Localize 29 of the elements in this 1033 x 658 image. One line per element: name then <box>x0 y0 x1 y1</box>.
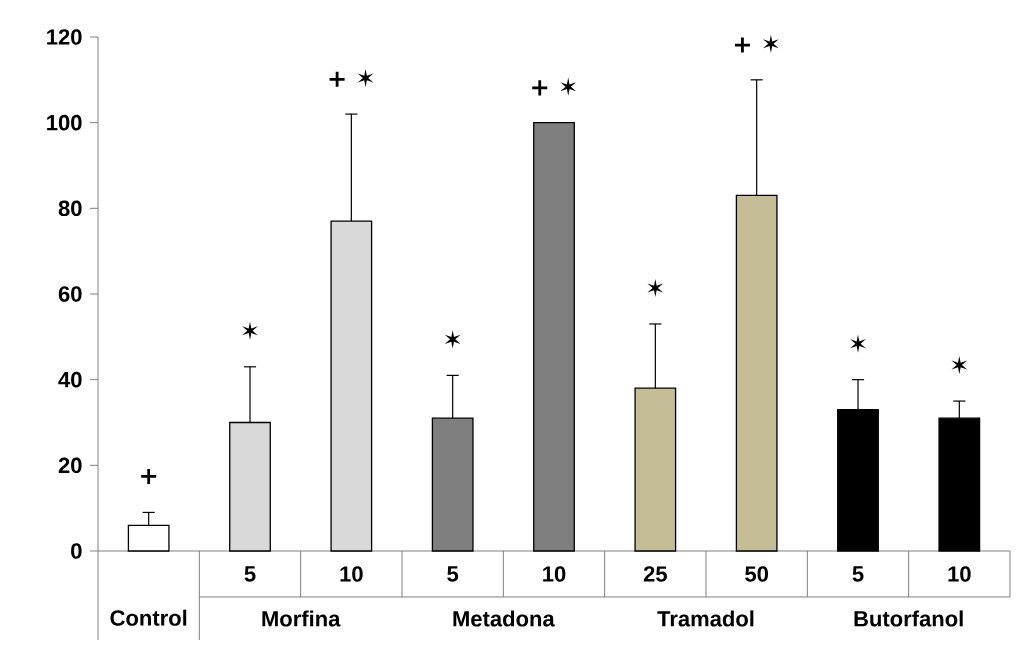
text: Control <box>110 609 187 626</box>
x-tick-label: 10 <box>340 566 363 582</box>
y-tick-label: 120 <box>47 29 82 45</box>
x-tick-label: 10 <box>948 566 971 582</box>
annotation: + ✶ <box>734 34 779 53</box>
x-tick-label: 5 <box>852 566 864 582</box>
x-tick-label: 50 <box>745 566 768 582</box>
y-tick-label: 60 <box>58 286 82 302</box>
annotation: ✶ <box>647 278 664 298</box>
y-tick-label: 20 <box>58 457 82 474</box>
y-tick-label: 40 <box>58 371 82 388</box>
annotation: ✶ <box>242 321 258 340</box>
y-tick-label: 100 <box>47 114 82 131</box>
x-tick-label: 5 <box>244 566 256 582</box>
annotation: + ✶ <box>329 69 374 88</box>
x-tick-label: 10 <box>543 566 566 582</box>
text: Tramadol <box>657 610 754 627</box>
text: Metadona <box>453 610 555 627</box>
annotation: + ✶ <box>532 77 577 96</box>
text: Butorfanol <box>854 610 963 627</box>
text: Morfina <box>262 610 341 627</box>
annotation: ✶ <box>850 334 866 353</box>
annotation: + <box>141 468 157 484</box>
annotation: ✶ <box>951 355 968 375</box>
x-tick-label: 5 <box>447 566 459 582</box>
x-tick-label: 25 <box>643 566 667 582</box>
y-tick-label: 0 <box>71 543 82 559</box>
annotation: ✶ <box>444 330 461 349</box>
y-tick-label: 80 <box>58 200 82 217</box>
